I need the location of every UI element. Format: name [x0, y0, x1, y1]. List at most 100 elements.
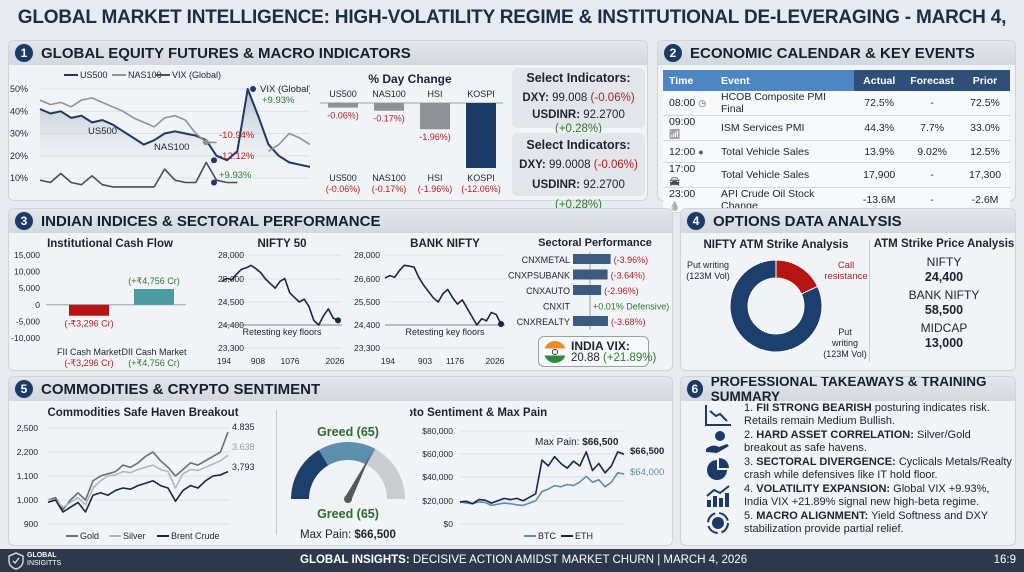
calendar-row: 09:00 📶 ISM Services PMI 44.3% 7.7% 33.0%: [663, 115, 1010, 141]
indicators-title: Select Indicators:: [526, 138, 631, 152]
bottom-value-label: (-12.06%): [461, 184, 501, 194]
x-tick-label: 908: [251, 356, 265, 366]
max-pain-value: $66,500: [582, 437, 619, 448]
gauge-segment: [318, 442, 376, 466]
shield-logo-icon: [8, 552, 24, 570]
atm-strike-value: 58,500: [924, 303, 964, 317]
sector-bar: [573, 269, 608, 280]
data-point-marker: [211, 179, 217, 186]
y-tick-label: 900: [24, 519, 38, 529]
sector-bar: [573, 285, 602, 295]
annotation-vix-change: +9.93%: [219, 170, 252, 181]
section-title: ECONOMIC CALENDAR & KEY EVENTS: [690, 44, 975, 62]
event-cell: HCOB Composite PMI Final: [715, 91, 855, 116]
takeaway-number: 1.: [744, 402, 757, 414]
usdinr-change: (+0.28%): [555, 123, 602, 135]
takeaway-text: Cyclicals Metals/Realty crash while defe…: [744, 456, 1012, 481]
atm-strike-value: 24,400: [924, 270, 964, 284]
actual-cell: 44.3%: [854, 115, 905, 141]
index-line: [221, 264, 339, 326]
sector-value-label: +0.01% Defensive): [593, 302, 669, 312]
forecast-cell: -: [904, 162, 960, 188]
put-writing-label: writing: [831, 338, 858, 348]
legend-label: Brent Crude: [171, 531, 220, 541]
gauge-segment: [291, 449, 329, 499]
atm-index-name: MIDCAP: [920, 321, 968, 335]
time-cell: 12:00 ●: [663, 140, 715, 163]
nifty50-line-chart: NIFTY 5028,00025,00024,50024,40023,300Re…: [217, 238, 345, 366]
hand-money-icon: [706, 431, 729, 453]
category-value-label: (-₹3,296 Cr): [64, 358, 113, 368]
series-line-gold: [47, 431, 229, 511]
y-tick-label: 24,500: [218, 297, 244, 307]
takeaway-text: Global VIX +9.93%, India VIX +21.89% sig…: [744, 483, 990, 508]
dxy-change: (-0.06%): [590, 92, 635, 104]
actual-cell: 17,900: [854, 162, 905, 188]
panel-commodities-crypto: 5 COMMODITIES & CRYPTO SENTIMENT: [8, 376, 673, 546]
series-line-us500: [39, 88, 310, 168]
prior-cell: 33.0%: [960, 115, 1010, 141]
chart-title: Crypto Sentiment & Max Pain: [410, 407, 547, 419]
section-number: 6: [687, 380, 703, 398]
chart-title: Commodities Safe Haven Breakout: [47, 407, 238, 419]
col-forecast: Forecast: [904, 70, 960, 91]
annotation-vix-title: VIX (Global): [260, 84, 310, 95]
sector-label: CNXIT: [543, 302, 571, 312]
chart-title: Sectoral Performance: [538, 237, 652, 249]
takeaway-text: Silver/Gold breakout as safe havens.: [744, 429, 971, 454]
bar-fii: [69, 304, 109, 316]
col-event: Event: [715, 70, 855, 91]
section-number: 3: [15, 212, 33, 230]
max-pain-label: Max Pain: $66,500: [300, 529, 396, 541]
series-end-label: 3,793: [232, 462, 255, 472]
institutional-cash-flow-chart: Institutional Cash Flow 15,000 10,000 5,000…: [11, 238, 187, 368]
x-tick-label: 2026: [326, 356, 345, 366]
bottom-category-label: KOSPI: [467, 173, 495, 183]
chart-down-icon: [705, 405, 731, 426]
bottom-value-label: (-0.06%): [326, 184, 361, 194]
annotation-label: Retesting key floors: [242, 327, 322, 337]
y-tick-label: 2,500: [17, 423, 39, 433]
panel-takeaways: 6 PROFESSIONAL TAKEAWAYS & TRAINING SUMMA…: [680, 376, 1016, 546]
event-cell: Total Vehicle Sales: [715, 140, 855, 163]
sector-bar: [573, 254, 611, 264]
page-title: GLOBAL MARKET INTELLIGENCE: HIGH-VOLATIL…: [17, 7, 1007, 64]
gauge-top-label: Greed (65): [317, 425, 379, 439]
section-title: PROFESSIONAL TAKEAWAYS & TRAINING SUMMAR…: [710, 376, 987, 404]
time: 17:00: [669, 163, 696, 175]
chart-title: % Day Change: [368, 72, 452, 86]
series-line-brent-crude: [47, 470, 229, 513]
atm-index-name: NIFTY: [926, 255, 962, 269]
annotation-us500-label: US500: [88, 126, 117, 137]
calendar-row: 08:00 ◷ HCOB Composite PMI Final 72.5% -72.…: [663, 91, 1010, 116]
series-line-btc: [459, 472, 625, 507]
bar-value-label: (+₹4,756 Cr): [128, 276, 180, 286]
y-tick-label: 1,100: [17, 471, 39, 481]
forecast-cell: 7.7%: [904, 115, 960, 141]
max-pain-text: Max Pain:: [300, 529, 351, 541]
time: 09:00: [669, 116, 696, 128]
event-cell: Total Vehicle Sales: [715, 162, 855, 188]
takeaway-heading: VOLATILITY EXPANSION:: [756, 483, 891, 495]
y-tick-label: 0: [35, 300, 40, 310]
time-cell: 09:00 📶: [663, 115, 715, 141]
y-tick-label: $80,000: [422, 426, 453, 436]
bar-us500: [328, 103, 358, 108]
section-title: INDIAN INDICES & SECTORAL PERFORMANCE: [41, 212, 381, 230]
y-tick-label: 30%: [10, 129, 28, 139]
footer-tagline-bold: GLOBAL INSIGHTS:: [300, 554, 410, 566]
legend-label: US500: [80, 70, 108, 80]
legend-label: BTC: [538, 531, 557, 541]
y-tick-label: 23,300: [218, 343, 244, 353]
max-pain-value: $66,500: [354, 529, 396, 541]
time: 12:00: [669, 145, 696, 158]
category-label: FII Cash Market: [57, 347, 122, 357]
y-tick-label: 26,600: [354, 274, 380, 284]
info-icon: ●: [698, 146, 704, 157]
india-vix-change: (+21.89%): [602, 352, 657, 364]
bar-nas100: [374, 103, 404, 111]
call-resistance-label: resistance: [824, 271, 867, 282]
annotation-nas100-label: NAS100: [154, 142, 189, 153]
sector-value-label: (-3.68%): [611, 317, 646, 327]
gauge-needle: [344, 454, 371, 501]
